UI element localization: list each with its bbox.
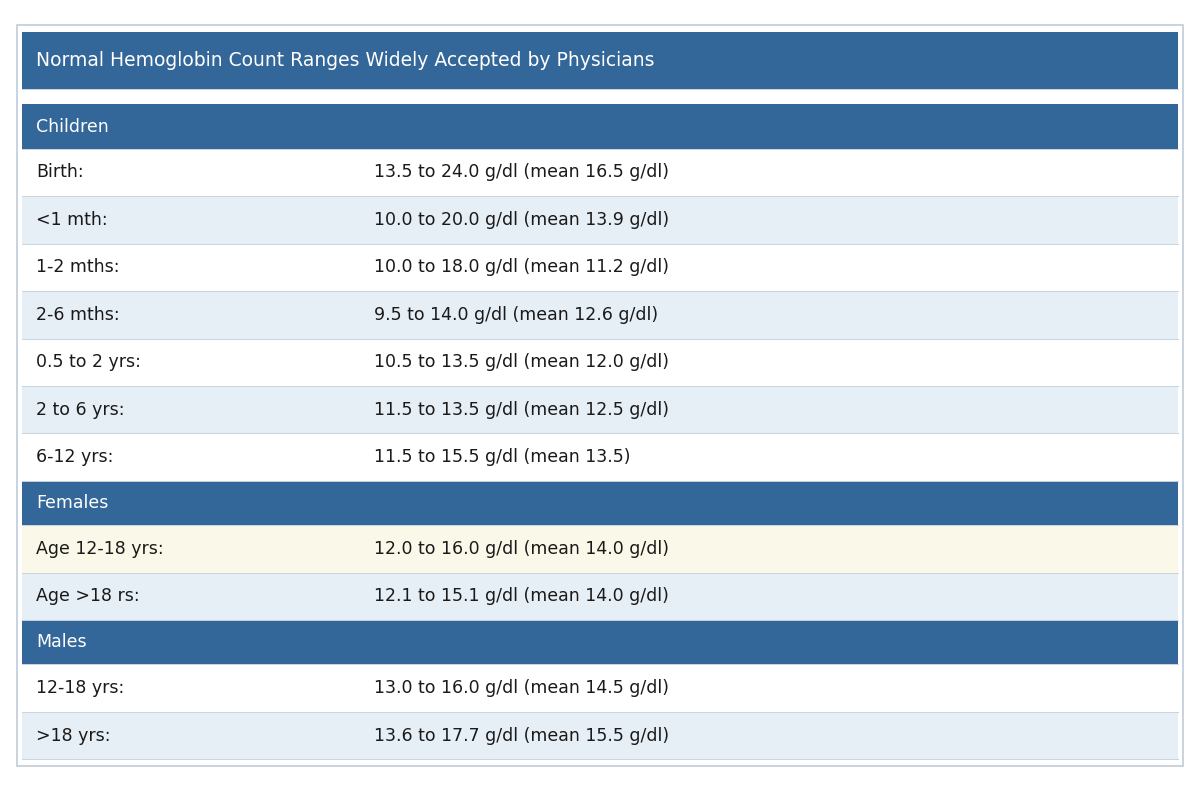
Text: 13.0 to 16.0 g/dl (mean 14.5 g/dl): 13.0 to 16.0 g/dl (mean 14.5 g/dl): [374, 679, 670, 697]
Text: Birth:: Birth:: [36, 164, 84, 181]
Text: 1-2 mths:: 1-2 mths:: [36, 259, 120, 276]
Bar: [22, 32, 1178, 89]
Bar: [22, 196, 1178, 244]
Text: 9.5 to 14.0 g/dl (mean 12.6 g/dl): 9.5 to 14.0 g/dl (mean 12.6 g/dl): [374, 306, 659, 324]
Text: Age >18 rs:: Age >18 rs:: [36, 588, 139, 605]
Bar: [22, 712, 1178, 759]
Text: Children: Children: [36, 118, 109, 135]
Text: 13.5 to 24.0 g/dl (mean 16.5 g/dl): 13.5 to 24.0 g/dl (mean 16.5 g/dl): [374, 164, 670, 181]
Text: Females: Females: [36, 494, 108, 512]
Bar: [22, 244, 1178, 291]
Text: Age 12-18 yrs:: Age 12-18 yrs:: [36, 540, 163, 558]
Text: >18 yrs:: >18 yrs:: [36, 727, 110, 744]
Text: 12.1 to 15.1 g/dl (mean 14.0 g/dl): 12.1 to 15.1 g/dl (mean 14.0 g/dl): [374, 588, 670, 605]
Text: 12.0 to 16.0 g/dl (mean 14.0 g/dl): 12.0 to 16.0 g/dl (mean 14.0 g/dl): [374, 540, 670, 558]
Text: 2 to 6 yrs:: 2 to 6 yrs:: [36, 401, 125, 418]
Text: 11.5 to 15.5 g/dl (mean 13.5): 11.5 to 15.5 g/dl (mean 13.5): [374, 448, 631, 466]
Bar: [22, 481, 1178, 525]
Text: 10.0 to 18.0 g/dl (mean 11.2 g/dl): 10.0 to 18.0 g/dl (mean 11.2 g/dl): [374, 259, 670, 276]
Text: 6-12 yrs:: 6-12 yrs:: [36, 448, 113, 466]
Bar: [22, 104, 1178, 149]
Text: 13.6 to 17.7 g/dl (mean 15.5 g/dl): 13.6 to 17.7 g/dl (mean 15.5 g/dl): [374, 727, 670, 744]
Text: Normal Hemoglobin Count Ranges Widely Accepted by Physicians: Normal Hemoglobin Count Ranges Widely Ac…: [36, 51, 654, 70]
Bar: [22, 291, 1178, 339]
Text: 0.5 to 2 yrs:: 0.5 to 2 yrs:: [36, 354, 140, 371]
Bar: [22, 620, 1178, 664]
Text: 11.5 to 13.5 g/dl (mean 12.5 g/dl): 11.5 to 13.5 g/dl (mean 12.5 g/dl): [374, 401, 670, 418]
Bar: [22, 525, 1178, 573]
Bar: [22, 433, 1178, 481]
Text: <1 mth:: <1 mth:: [36, 211, 108, 229]
Text: Males: Males: [36, 634, 86, 651]
Bar: [22, 149, 1178, 196]
Bar: [22, 664, 1178, 712]
Bar: [22, 573, 1178, 620]
Text: 12-18 yrs:: 12-18 yrs:: [36, 679, 125, 697]
Text: 10.0 to 20.0 g/dl (mean 13.9 g/dl): 10.0 to 20.0 g/dl (mean 13.9 g/dl): [374, 211, 670, 229]
Text: 10.5 to 13.5 g/dl (mean 12.0 g/dl): 10.5 to 13.5 g/dl (mean 12.0 g/dl): [374, 354, 670, 371]
Bar: [22, 386, 1178, 433]
Text: 2-6 mths:: 2-6 mths:: [36, 306, 120, 324]
Bar: [22, 339, 1178, 386]
